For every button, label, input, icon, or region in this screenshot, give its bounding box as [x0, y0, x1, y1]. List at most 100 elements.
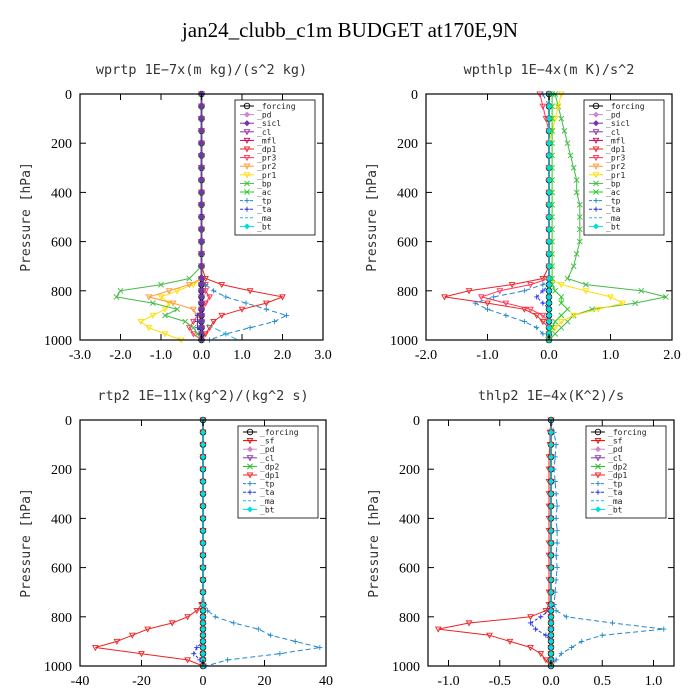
data-point: [558, 294, 565, 300]
legend-entry: _pd: [257, 111, 272, 120]
data-point: [547, 490, 555, 497]
data-point: [567, 152, 574, 159]
data-point: [545, 177, 553, 184]
data-point: [557, 282, 565, 289]
series-line: [115, 94, 202, 341]
data-point: [545, 293, 553, 300]
legend-entry: _dp1: [608, 471, 627, 480]
x-tick-label: 3.0: [314, 348, 332, 363]
data-point: [545, 152, 553, 159]
data-point: [199, 638, 207, 645]
data-point: [553, 608, 559, 614]
legend-entry: _tp: [606, 197, 621, 206]
data-point: [225, 657, 231, 663]
legend-entry: _pd: [606, 111, 621, 120]
data-point: [549, 263, 555, 270]
legend: _forcing_pd_sicl_cl_mfl_dp1_pr3_pr2_pr1_…: [234, 99, 316, 236]
data-point: [128, 632, 136, 639]
data-point: [537, 651, 545, 658]
legend-entry: _forcing: [606, 102, 645, 111]
data-point: [149, 300, 156, 307]
data-point: [161, 306, 169, 313]
data-point: [547, 644, 555, 651]
data-point: [218, 282, 226, 289]
y-tick-label: 800: [399, 611, 420, 626]
legend-marker: [592, 129, 600, 136]
data-point: [547, 613, 555, 620]
data-point: [92, 645, 99, 652]
panel-wprtp: wprtp 1E−7x(m kg)/(s^2 kg) Pressure [hPa]…: [19, 62, 332, 363]
data-point: [545, 263, 553, 270]
data-point: [549, 177, 555, 184]
data-point: [472, 300, 478, 306]
legend-entry: _ta: [257, 205, 272, 214]
data-point: [547, 632, 555, 639]
data-point: [549, 140, 555, 147]
data-point: [576, 226, 583, 233]
y-tick-label: 0: [65, 88, 72, 103]
y-axis-label: Pressure [hPa]: [19, 488, 34, 598]
data-point: [558, 324, 565, 331]
legend-marker: [244, 180, 250, 187]
data-point: [563, 614, 569, 620]
data-point: [553, 515, 559, 521]
data-point: [199, 576, 207, 583]
data-point: [549, 324, 555, 331]
data-point: [570, 164, 577, 171]
data-point: [545, 238, 553, 245]
legend-entry: _mfl: [257, 136, 276, 145]
y-tick-label: 1000: [44, 660, 72, 675]
y-tick-label: 1000: [390, 334, 418, 349]
y-axis-label: Pressure [hPa]: [367, 488, 382, 598]
data-point: [198, 164, 205, 171]
data-point: [441, 294, 448, 301]
data-point: [199, 650, 207, 657]
data-point: [508, 282, 516, 289]
data-point: [579, 638, 585, 644]
legend-entry: _mfl: [606, 136, 625, 145]
y-tick-label: 200: [51, 463, 72, 478]
x-tick-label: -40: [71, 674, 90, 689]
data-point: [218, 312, 226, 319]
data-point: [199, 564, 207, 571]
data-point: [262, 300, 270, 307]
data-point: [162, 312, 168, 319]
data-point: [199, 466, 207, 473]
figure-title: jan24_clubb_c1m BUDGET at170E,9N: [181, 18, 519, 42]
data-point: [243, 300, 249, 306]
data-point: [158, 281, 164, 288]
legend-marker: [243, 102, 251, 110]
series-sicl: [198, 90, 205, 344]
data-point: [484, 300, 491, 307]
legend-entry: _cl: [608, 454, 623, 463]
legend-marker: [243, 223, 251, 230]
data-point: [554, 103, 562, 110]
x-tick-label: 0.0: [542, 674, 560, 689]
legend-marker: [244, 198, 250, 204]
data-point: [533, 626, 539, 632]
data-point: [554, 503, 560, 509]
data-point: [558, 300, 565, 307]
data-point: [199, 589, 207, 596]
data-point: [539, 275, 547, 283]
data-point: [538, 614, 544, 620]
legend-marker: [595, 489, 601, 495]
series-bp: [113, 91, 205, 343]
data-point: [599, 632, 605, 638]
data-point: [198, 213, 205, 221]
x-tick-label: 20: [258, 674, 272, 689]
data-point: [549, 103, 555, 110]
data-point: [551, 116, 559, 123]
data-point: [554, 540, 560, 546]
data-point: [144, 626, 152, 633]
legend-entry: _sicl: [257, 119, 281, 128]
data-point: [506, 638, 514, 645]
data-point: [547, 626, 555, 633]
data-point: [199, 429, 207, 436]
data-point: [199, 626, 207, 633]
data-point: [255, 626, 261, 632]
data-point: [549, 281, 555, 288]
y-tick-label: 200: [397, 137, 418, 152]
data-point: [609, 620, 616, 626]
data-point: [238, 306, 246, 313]
